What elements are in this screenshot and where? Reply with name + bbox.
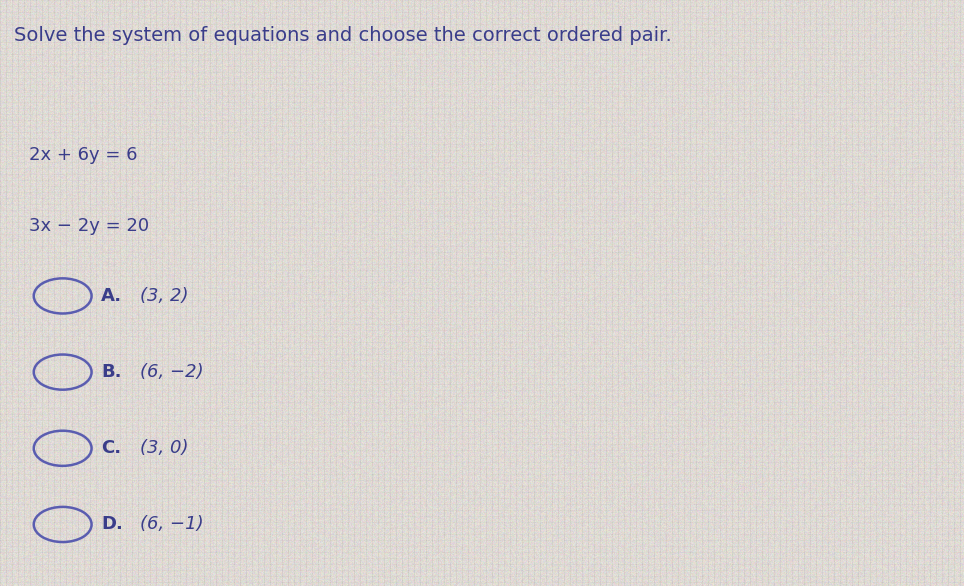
Text: (6, −1): (6, −1): [140, 516, 203, 533]
Text: Solve the system of equations and choose the correct ordered pair.: Solve the system of equations and choose…: [14, 26, 672, 45]
Text: D.: D.: [101, 516, 123, 533]
Text: C.: C.: [101, 440, 121, 457]
Text: 3x − 2y = 20: 3x − 2y = 20: [29, 217, 149, 235]
Text: (3, 2): (3, 2): [140, 287, 188, 305]
Text: (3, 0): (3, 0): [140, 440, 188, 457]
Text: A.: A.: [101, 287, 122, 305]
Text: (6, −2): (6, −2): [140, 363, 203, 381]
Text: B.: B.: [101, 363, 121, 381]
Text: 2x + 6y = 6: 2x + 6y = 6: [29, 146, 138, 165]
